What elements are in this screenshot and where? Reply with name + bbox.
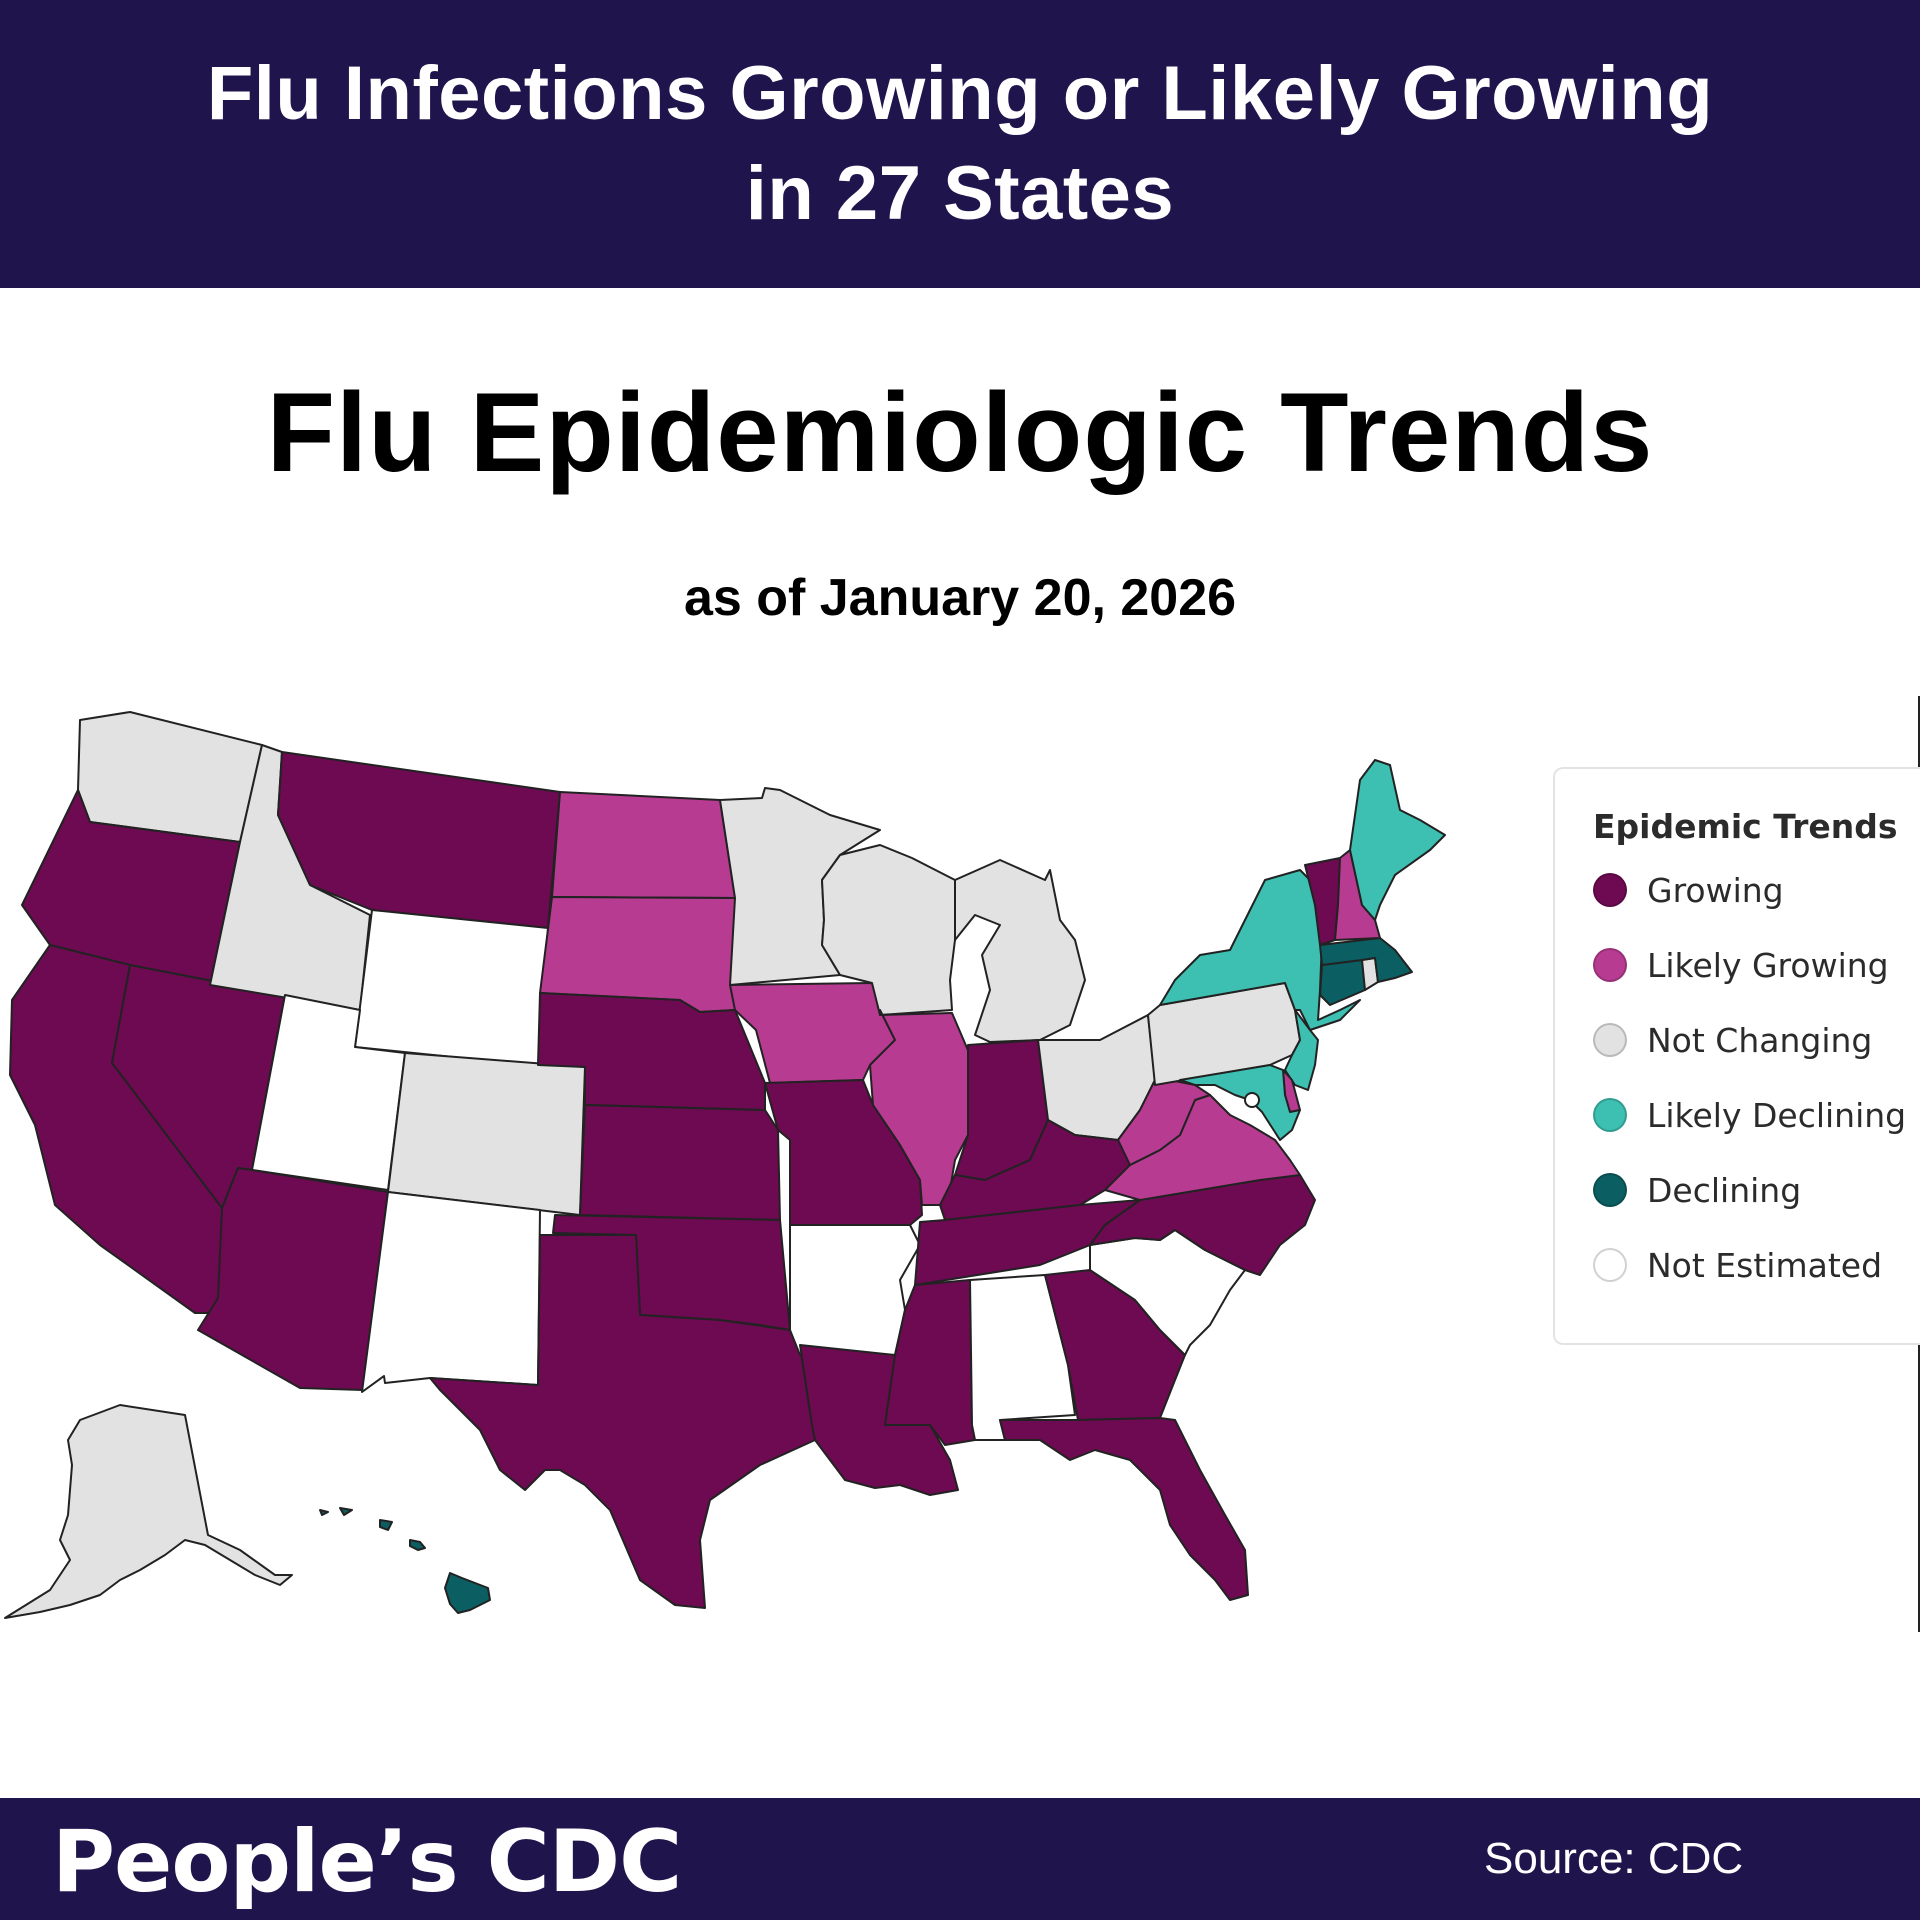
- state-ME[interactable]: [1349, 759, 1446, 921]
- us-state-map: [4, 711, 1446, 1619]
- map-legend: Epidemic Trends Growing Likely Growing N…: [1553, 767, 1920, 1345]
- legend-swatch-declining: [1593, 1173, 1627, 1207]
- legend-item-not-estimated: Not Estimated: [1593, 1240, 1882, 1290]
- state-AZ[interactable]: [197, 1167, 389, 1391]
- state-ND[interactable]: [551, 791, 736, 899]
- legend-label: Growing: [1647, 870, 1784, 910]
- legend-swatch-growing: [1593, 873, 1627, 907]
- legend-label: Not Changing: [1647, 1020, 1873, 1060]
- state-MD[interactable]: [1179, 1064, 1301, 1141]
- state-CO[interactable]: [387, 1052, 586, 1216]
- state-NM[interactable]: [361, 1191, 541, 1393]
- map-subtitle: as of January 20, 2026: [683, 569, 1237, 627]
- legend-label: Declining: [1647, 1170, 1802, 1210]
- headline-line-1: Flu Infections Growing or Likely Growing: [206, 51, 1714, 136]
- state-MI[interactable]: [954, 859, 1086, 1043]
- legend-item-likely-growing: Likely Growing: [1593, 940, 1889, 990]
- state-CT[interactable]: [1319, 959, 1366, 1006]
- brand-logo: People’s CDC: [52, 1812, 682, 1912]
- state-WV[interactable]: [1117, 1059, 1211, 1166]
- state-MA[interactable]: [1319, 937, 1413, 983]
- legend-item-declining: Declining: [1593, 1165, 1801, 1215]
- state-KS[interactable]: [579, 1104, 781, 1221]
- legend-label: Not Estimated: [1647, 1245, 1883, 1285]
- state-NE[interactable]: [537, 992, 766, 1111]
- map-title: Flu Epidemiologic Trends: [266, 370, 1654, 495]
- state-MO[interactable]: [764, 1079, 923, 1226]
- headline-line-2: in 27 States: [745, 151, 1175, 236]
- legend-item-likely-declining: Likely Declining: [1593, 1090, 1906, 1140]
- legend-swatch-not-estimated: [1593, 1248, 1627, 1282]
- headline-banner: Flu Infections Growing or Likely Growing…: [0, 0, 1920, 288]
- legend-swatch-likely-growing: [1593, 948, 1627, 982]
- dc-marker[interactable]: [1244, 1092, 1260, 1108]
- state-FL[interactable]: [999, 1417, 1249, 1601]
- state-AK[interactable]: [4, 1404, 293, 1619]
- footer-bar: People’s CDC Source: CDC: [0, 1798, 1920, 1920]
- legend-swatch-likely-declining: [1593, 1098, 1627, 1132]
- state-WY[interactable]: [354, 909, 549, 1067]
- state-NJ[interactable]: [1284, 1009, 1319, 1091]
- source-credit: Source: CDC: [1484, 1834, 1744, 1883]
- state-WI[interactable]: [821, 844, 956, 1016]
- legend-title: Epidemic Trends: [1593, 807, 1898, 846]
- legend-label: Likely Declining: [1647, 1095, 1907, 1135]
- state-WA[interactable]: [77, 711, 263, 843]
- state-HI[interactable]: [319, 1507, 491, 1614]
- legend-item-not-changing: Not Changing: [1593, 1015, 1872, 1065]
- legend-swatch-not-changing: [1593, 1023, 1627, 1057]
- legend-label: Likely Growing: [1647, 945, 1889, 985]
- legend-item-growing: Growing: [1593, 865, 1784, 915]
